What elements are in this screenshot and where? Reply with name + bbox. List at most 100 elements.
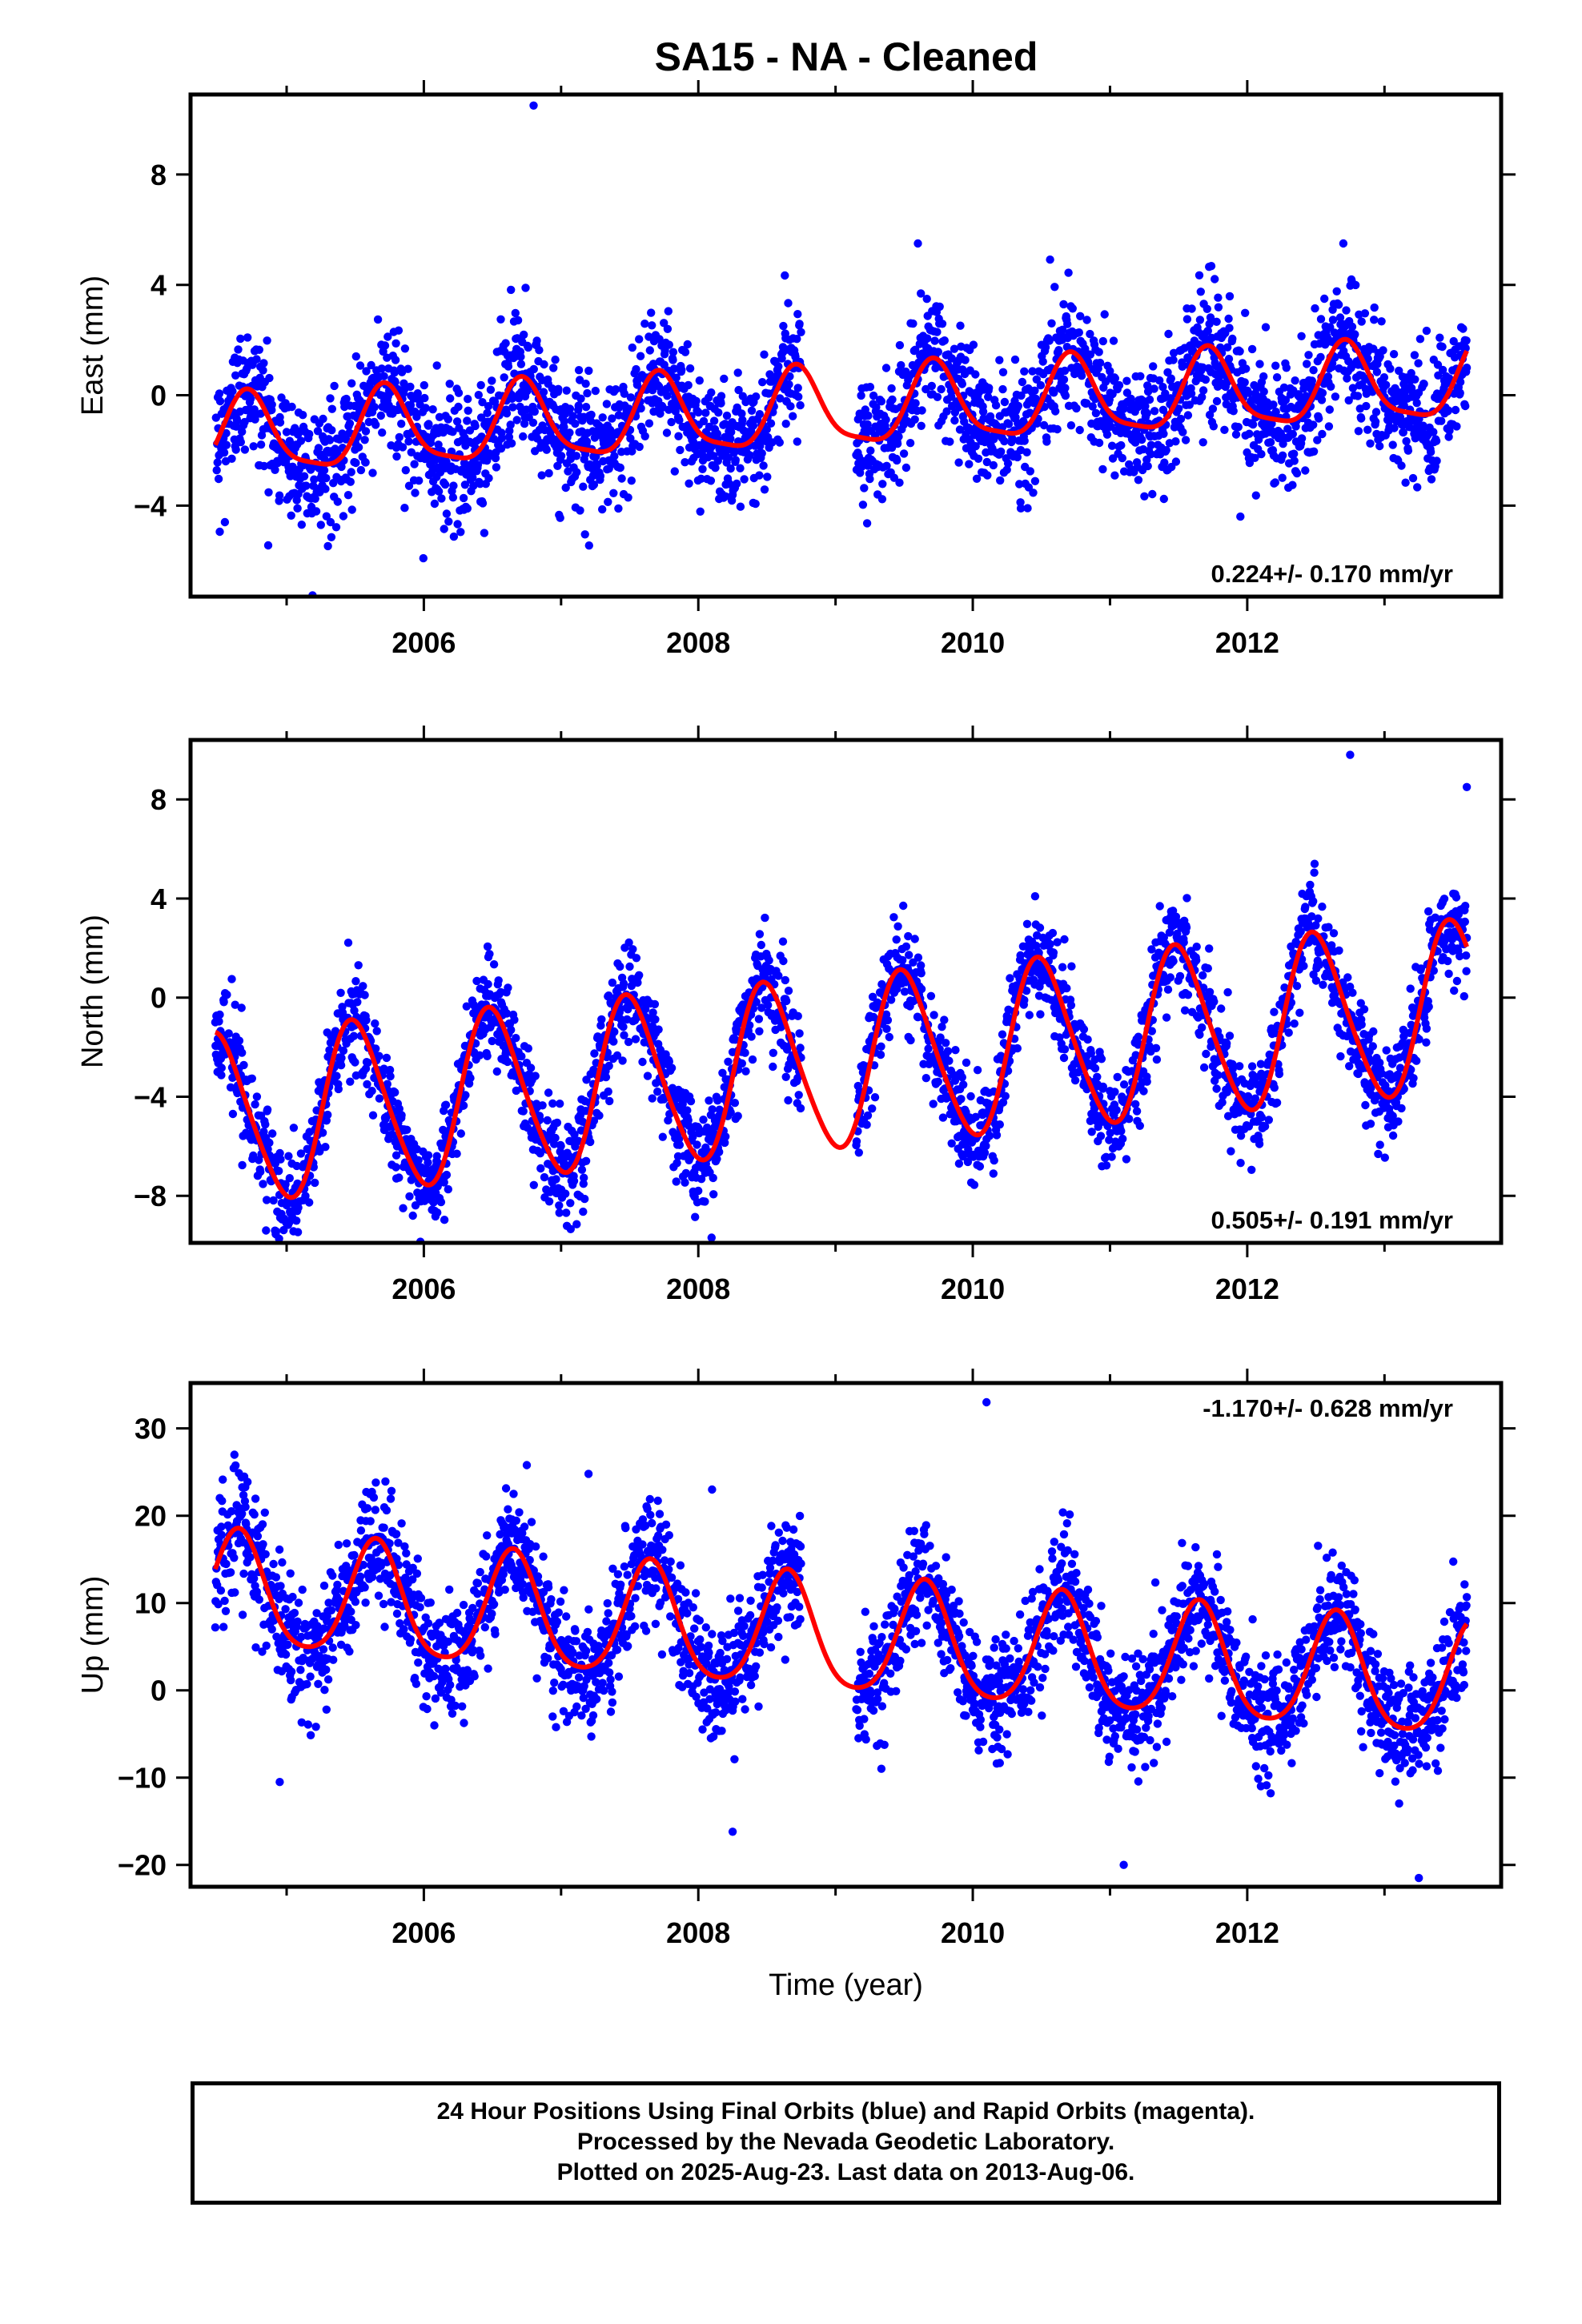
north-data-point xyxy=(648,1094,656,1103)
east-data-point xyxy=(917,349,927,358)
east-data-point xyxy=(1211,275,1219,283)
east-data-point xyxy=(785,380,793,389)
east-data-point xyxy=(1372,368,1382,376)
east-data-point xyxy=(484,473,493,483)
east-data-point xyxy=(1224,355,1234,364)
north-data-point xyxy=(980,1148,990,1157)
east-data-point xyxy=(1159,429,1168,438)
east-data-point xyxy=(326,394,335,403)
north-data-point xyxy=(697,1175,706,1184)
east-data-point xyxy=(1047,319,1056,328)
east-data-point xyxy=(776,394,785,403)
east-data-point xyxy=(793,437,801,446)
east-data-point xyxy=(1169,356,1178,364)
east-data-point xyxy=(1026,467,1035,476)
north-data-point xyxy=(1079,1025,1089,1034)
north-data-point xyxy=(311,1178,319,1188)
north-data-point xyxy=(233,1088,242,1098)
east-data-point xyxy=(421,404,430,412)
east-data-point xyxy=(1064,268,1073,277)
east-data-point xyxy=(1413,483,1422,492)
east-data-point xyxy=(444,517,453,526)
east-data-point xyxy=(513,316,523,325)
east-data-point xyxy=(549,364,558,372)
east-data-point xyxy=(681,348,690,356)
east-data-point xyxy=(610,452,619,460)
north-data-point xyxy=(691,1212,700,1221)
east-data-point xyxy=(323,541,332,551)
north-data-point xyxy=(405,1192,414,1201)
north-data-point xyxy=(285,1263,293,1271)
east-data-point xyxy=(740,475,749,484)
east-y-tick-label: 4 xyxy=(151,269,167,302)
east-data-point xyxy=(1407,368,1415,378)
east-data-point xyxy=(1375,441,1384,451)
north-data-point xyxy=(1066,1001,1076,1010)
north-data-point xyxy=(1182,923,1191,932)
east-data-point xyxy=(347,468,355,476)
east-data-point xyxy=(865,383,875,392)
east-data-point xyxy=(689,437,697,446)
east-data-point xyxy=(500,373,508,382)
east-data-point xyxy=(477,432,486,441)
north-data-point xyxy=(926,991,936,1001)
east-data-point xyxy=(1051,407,1060,416)
east-data-point xyxy=(542,445,551,454)
east-data-point xyxy=(1015,480,1024,489)
north-data-point xyxy=(1053,938,1062,947)
east-data-point xyxy=(1030,386,1039,395)
east-data-point xyxy=(575,376,584,384)
east-data-point xyxy=(314,444,323,452)
east-data-point xyxy=(1231,430,1241,439)
east-data-point xyxy=(440,525,448,533)
north-data-point xyxy=(686,1096,696,1106)
north-data-point xyxy=(721,1132,730,1141)
east-data-point xyxy=(1095,358,1105,368)
north-data-point xyxy=(484,979,492,989)
north-data-point xyxy=(650,999,660,1009)
east-data-point xyxy=(1184,354,1194,364)
north-data-point xyxy=(1106,1128,1114,1138)
east-data-point xyxy=(635,335,644,344)
east-data-point xyxy=(504,432,514,441)
east-data-point xyxy=(530,407,539,416)
east-data-point xyxy=(1408,473,1418,483)
east-data-point xyxy=(1240,378,1249,387)
east-data-point xyxy=(1375,352,1384,361)
east-data-point xyxy=(1198,392,1207,402)
north-data-point xyxy=(305,1198,314,1207)
north-data-point xyxy=(1112,1106,1121,1115)
north-data-point xyxy=(795,1029,804,1038)
east-data-point xyxy=(1272,373,1282,382)
east-data-point xyxy=(473,460,483,469)
north-data-point xyxy=(494,976,503,985)
north-data-point xyxy=(572,1220,581,1228)
east-data-point xyxy=(275,418,285,427)
east-data-point xyxy=(1094,348,1103,356)
north-data-point xyxy=(581,1156,591,1166)
east-data-point xyxy=(214,474,223,484)
north-data-point xyxy=(893,984,901,994)
east-data-point xyxy=(1054,346,1063,355)
east-data-point xyxy=(1438,365,1447,375)
east-data-point xyxy=(1209,422,1219,431)
east-data-point xyxy=(656,409,665,418)
east-data-point xyxy=(661,346,669,355)
east-data-point xyxy=(895,340,905,350)
east-data-point xyxy=(1110,374,1120,383)
east-data-point xyxy=(1316,352,1325,362)
east-data-point xyxy=(565,428,574,437)
north-data-point xyxy=(489,960,499,969)
north-data-point xyxy=(990,1156,998,1165)
east-data-point xyxy=(437,494,446,503)
east-data-point xyxy=(1316,315,1326,324)
east-data-point xyxy=(1160,458,1169,467)
east-data-point xyxy=(592,461,601,470)
east-data-point xyxy=(727,428,736,436)
east-data-point xyxy=(1148,489,1157,499)
east-data-point xyxy=(733,368,742,377)
east-data-point xyxy=(512,416,521,424)
north-data-point xyxy=(351,977,360,986)
